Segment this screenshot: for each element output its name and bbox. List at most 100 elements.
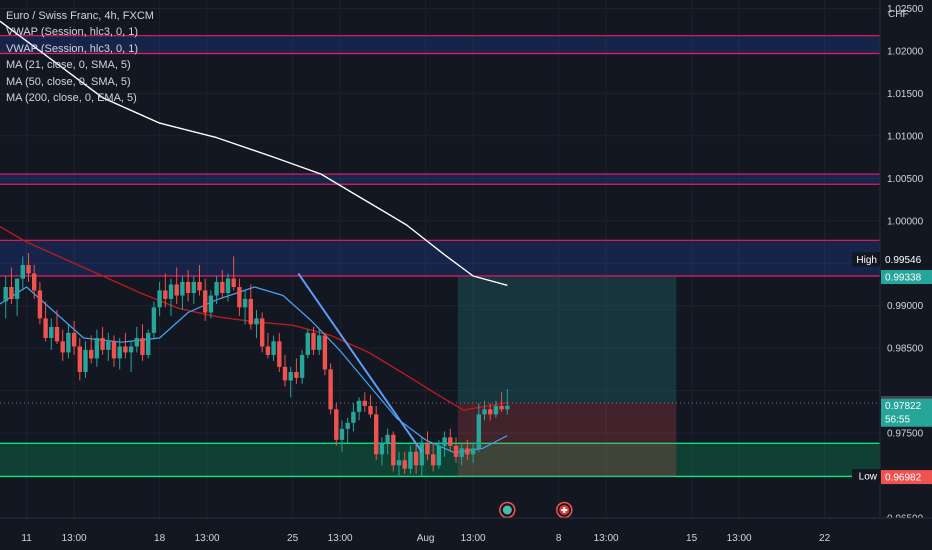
indicator-ma-50[interactable]: MA (50, close, 0, SMA, 5)	[6, 75, 131, 88]
x-tick-label: 18	[154, 533, 166, 544]
candle-body	[71, 332, 77, 347]
candle-body	[499, 405, 504, 410]
flag-cross-v	[563, 507, 566, 513]
candle	[339, 420, 345, 452]
candle	[197, 264, 202, 296]
candle	[9, 267, 14, 305]
stop-zone	[457, 403, 677, 478]
candle	[260, 312, 265, 353]
long-position-tool[interactable]	[0, 277, 880, 478]
candle-body	[157, 290, 162, 308]
candle	[60, 329, 65, 361]
resistance-zone-2	[0, 174, 880, 185]
candle-body	[106, 341, 111, 350]
candle	[191, 275, 196, 305]
price-label-bg	[881, 252, 932, 267]
candle	[334, 403, 339, 446]
candle-body	[431, 454, 436, 466]
candle	[163, 273, 168, 308]
indicator-vwap-2[interactable]: VWAP (Session, hlc3, 0, 1)	[6, 42, 139, 55]
candle	[174, 267, 179, 305]
candle	[448, 428, 453, 452]
chart-legend[interactable]: Euro / Swiss Franc, 4h, FXCM VWAP (Sessi…	[6, 8, 154, 106]
x-tick-label: 13:00	[328, 533, 353, 544]
candle-body	[151, 307, 157, 333]
indicator-ma-21[interactable]: MA (21, close, 0, SMA, 5)	[6, 59, 131, 72]
candle	[49, 318, 54, 350]
price-axis[interactable]: CHF 1.02500 1.02000 1.01500 1.01000 1.00500 1…	[852, 0, 932, 550]
indicator-vwap-1[interactable]: VWAP (Session, hlc3, 0, 1)	[6, 26, 139, 39]
candle	[442, 431, 447, 457]
candle	[185, 270, 191, 302]
candle-body	[425, 443, 430, 455]
candle	[299, 349, 305, 384]
downtrend-line	[297, 272, 423, 453]
candle	[493, 400, 499, 418]
y-tick-label: 1.01000	[887, 131, 924, 142]
candle-body	[374, 414, 379, 455]
price-labels: 0.99546High0.993380.978540.9782256:550.9…	[852, 252, 932, 485]
price-tag: Low	[859, 472, 878, 483]
candle-body	[260, 318, 265, 347]
x-tick-label: Aug	[417, 533, 435, 544]
candle	[362, 392, 367, 412]
price-label: 0.99338	[885, 273, 922, 284]
candle-body	[134, 337, 139, 347]
candle-body	[476, 414, 481, 449]
candle	[482, 400, 487, 421]
candle-body	[123, 346, 128, 353]
candle-body	[111, 341, 117, 359]
candle-body	[100, 337, 105, 350]
time-axis[interactable]: 11 13:00 18 13:00 25 13:00 Aug 13:00 8 13:00 15 13:…	[0, 517, 932, 550]
candle	[100, 326, 105, 355]
price-tag-bg	[852, 252, 880, 267]
candle-body	[265, 346, 271, 355]
candle	[345, 417, 350, 444]
candle-body	[26, 264, 31, 274]
candle	[499, 392, 504, 412]
price-label-bg	[881, 270, 932, 285]
candle-body	[385, 434, 390, 444]
price-tag-bg	[852, 469, 880, 484]
candle-body	[140, 337, 145, 355]
x-tick-label: 13:00	[727, 533, 752, 544]
y-tick-label: 0.99000	[887, 301, 924, 312]
candle-body	[317, 335, 322, 350]
candle-body	[117, 346, 122, 359]
candle	[470, 443, 476, 463]
candle-body	[214, 281, 219, 296]
candle	[77, 337, 82, 381]
candle	[282, 354, 288, 387]
x-tick-label: 15	[686, 533, 698, 544]
candle-body	[94, 337, 100, 359]
candle	[157, 281, 162, 316]
candle-body	[203, 290, 208, 313]
candle-body	[248, 298, 253, 325]
currency-label: CHF	[888, 9, 909, 20]
candle-body	[465, 448, 470, 455]
candle	[317, 329, 322, 355]
candle-body	[174, 284, 179, 296]
candle-body	[322, 335, 328, 370]
events[interactable]	[499, 501, 573, 519]
candle	[328, 363, 333, 415]
candle-body	[43, 318, 48, 338]
candle	[140, 324, 145, 361]
candle-body	[311, 332, 316, 350]
price-tag: High	[856, 255, 877, 266]
candle	[436, 439, 442, 469]
y-tick-label: 0.97500	[887, 429, 924, 440]
candle	[43, 301, 48, 342]
candle-body	[77, 346, 82, 372]
candle-body	[220, 281, 225, 293]
candle	[419, 437, 424, 477]
indicator-ma-200[interactable]: MA (200, close, 0, EMA, 5)	[6, 92, 137, 105]
trendline[interactable]	[297, 272, 423, 453]
candle-body	[305, 332, 310, 355]
symbol-title[interactable]: Euro / Swiss Franc, 4h, FXCM	[6, 10, 154, 22]
resistance-zone-3	[0, 240, 880, 276]
candle-body	[413, 451, 419, 466]
y-tick-label: 1.02000	[887, 46, 924, 57]
time-axis-background	[0, 518, 932, 550]
